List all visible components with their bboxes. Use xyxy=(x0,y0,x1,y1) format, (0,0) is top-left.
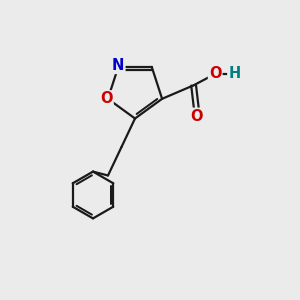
Text: O: O xyxy=(190,109,203,124)
Text: N: N xyxy=(112,58,124,73)
Text: H: H xyxy=(228,66,241,81)
Text: O: O xyxy=(209,66,221,81)
Text: O: O xyxy=(100,91,112,106)
